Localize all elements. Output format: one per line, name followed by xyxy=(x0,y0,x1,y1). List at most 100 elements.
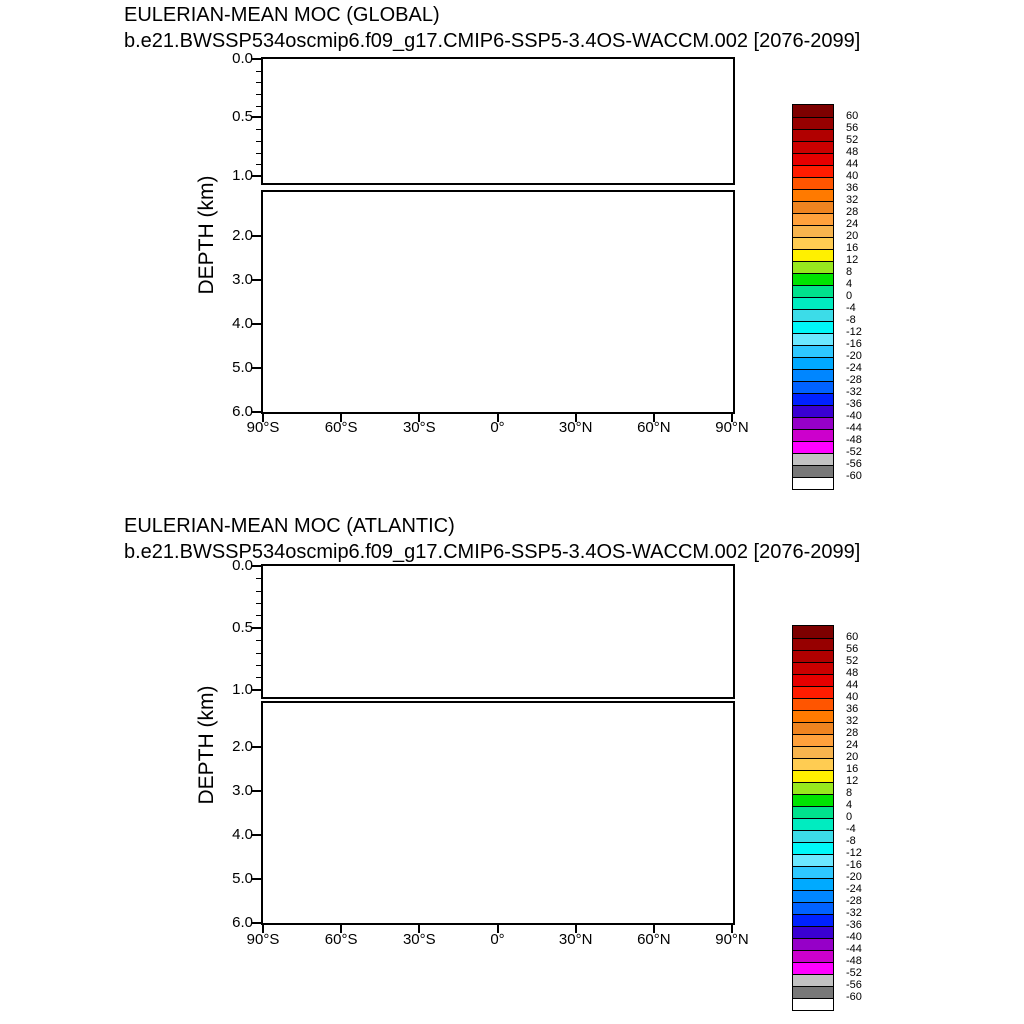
y-major-tick xyxy=(252,878,261,880)
colorbar-cell xyxy=(793,710,833,722)
colorbar-label: -48 xyxy=(846,955,862,967)
colorbar-cell xyxy=(793,998,833,1010)
colorbar-cell xyxy=(793,890,833,902)
colorbar-cell xyxy=(793,357,833,369)
colorbar-cell xyxy=(793,237,833,249)
colorbar-cell xyxy=(793,830,833,842)
colorbar-cell xyxy=(793,806,833,818)
panel-title: EULERIAN-MEAN MOC (GLOBAL) xyxy=(124,4,440,26)
colorbar-cell xyxy=(793,686,833,698)
y-tick-label: 1.0 xyxy=(232,680,253,698)
x-tick xyxy=(574,414,577,422)
x-tick-label: 30°S xyxy=(402,419,436,436)
x-tick-label: 60°S xyxy=(324,419,358,436)
y-minor-tick xyxy=(256,578,261,580)
x-tick xyxy=(574,925,577,933)
y-minor-tick xyxy=(256,164,261,166)
colorbar-label: -40 xyxy=(846,410,862,422)
colorbar xyxy=(792,625,834,1011)
colorbar-label: 0 xyxy=(846,811,853,823)
colorbar-cell xyxy=(793,758,833,770)
colorbar-cell xyxy=(793,225,833,237)
colorbar-label: -44 xyxy=(846,943,862,955)
x-tick-label: 60°N xyxy=(637,931,671,948)
colorbar-cell xyxy=(793,914,833,926)
y-major-tick xyxy=(252,58,261,60)
colorbar-cell xyxy=(793,141,833,153)
y-tick-label: 3.0 xyxy=(232,271,253,288)
colorbar-cell xyxy=(793,662,833,674)
x-tick-label: 60°N xyxy=(637,419,671,436)
colorbar-label: 56 xyxy=(846,122,859,134)
panel-subtitle: b.e21.BWSSP534oscmip6.f09_g17.CMIP6-SSP5… xyxy=(124,541,861,563)
x-tick xyxy=(418,414,421,422)
y-minor-tick xyxy=(256,129,261,131)
colorbar-cell xyxy=(793,381,833,393)
colorbar-label: -32 xyxy=(846,386,862,398)
colorbar-cell xyxy=(793,417,833,429)
colorbar-cell xyxy=(793,722,833,734)
colorbar xyxy=(792,104,834,490)
colorbar-cell xyxy=(793,878,833,890)
colorbar-label: -8 xyxy=(846,835,856,847)
colorbar-label: 48 xyxy=(846,667,859,679)
colorbar-label: 12 xyxy=(846,254,859,266)
x-tick-label: 0° xyxy=(490,419,505,436)
colorbar-cell xyxy=(793,638,833,650)
x-tick xyxy=(340,414,343,422)
x-tick xyxy=(652,414,655,422)
colorbar-label: 52 xyxy=(846,655,859,667)
colorbar-cell xyxy=(793,441,833,453)
colorbar-label: -36 xyxy=(846,398,862,410)
y-major-tick xyxy=(252,834,261,836)
colorbar-cell xyxy=(793,854,833,866)
y-major-tick xyxy=(252,790,261,792)
colorbar-label: -20 xyxy=(846,871,862,883)
colorbar-label: 44 xyxy=(846,679,859,691)
colorbar-label: 0 xyxy=(846,290,853,302)
panel-title: EULERIAN-MEAN MOC (ATLANTIC) xyxy=(124,515,455,537)
colorbar-cell xyxy=(793,938,833,950)
y-major-tick xyxy=(252,323,261,325)
colorbar-cell xyxy=(793,189,833,201)
x-tick-label: 0° xyxy=(490,931,505,948)
plot-frame-lower xyxy=(261,701,735,925)
y-tick-label: 5.0 xyxy=(232,870,253,887)
y-minor-tick xyxy=(256,640,261,642)
x-tick-label: 30°S xyxy=(402,931,436,948)
y-minor-tick xyxy=(256,94,261,96)
colorbar-label: -20 xyxy=(846,350,862,362)
x-tick xyxy=(418,925,421,933)
colorbar-label: -24 xyxy=(846,883,862,895)
y-tick-label: 2.0 xyxy=(232,227,253,244)
colorbar-label: 24 xyxy=(846,739,859,751)
colorbar-label: 24 xyxy=(846,218,859,230)
colorbar-cell xyxy=(793,477,833,489)
colorbar-cell xyxy=(793,285,833,297)
colorbar-label: -32 xyxy=(846,907,862,919)
colorbar-label: -56 xyxy=(846,979,862,991)
colorbar-cell xyxy=(793,453,833,465)
x-tick xyxy=(731,414,733,422)
colorbar-cell xyxy=(793,201,833,213)
colorbar-cell xyxy=(793,369,833,381)
y-minor-tick xyxy=(256,175,261,177)
panel-atlantic: EULERIAN-MEAN MOC (ATLANTIC) b.e21.BWSSP… xyxy=(0,510,1024,1024)
y-minor-tick xyxy=(256,590,261,592)
colorbar-label: -52 xyxy=(846,446,862,458)
colorbar-label: 20 xyxy=(846,751,859,763)
colorbar-cell xyxy=(793,261,833,273)
y-major-tick xyxy=(252,626,261,629)
x-tick-label: 60°S xyxy=(324,931,358,948)
colorbar-cell xyxy=(793,626,833,638)
y-minor-tick xyxy=(256,105,261,107)
y-tick-label: 1.0 xyxy=(232,166,253,184)
colorbar-cell xyxy=(793,309,833,321)
x-tick xyxy=(262,925,264,933)
colorbar-label: -4 xyxy=(846,823,856,835)
colorbar-label: 16 xyxy=(846,242,859,254)
colorbar-cell xyxy=(793,926,833,938)
x-tick xyxy=(652,925,655,933)
colorbar-cell xyxy=(793,465,833,477)
x-tick xyxy=(496,925,499,933)
